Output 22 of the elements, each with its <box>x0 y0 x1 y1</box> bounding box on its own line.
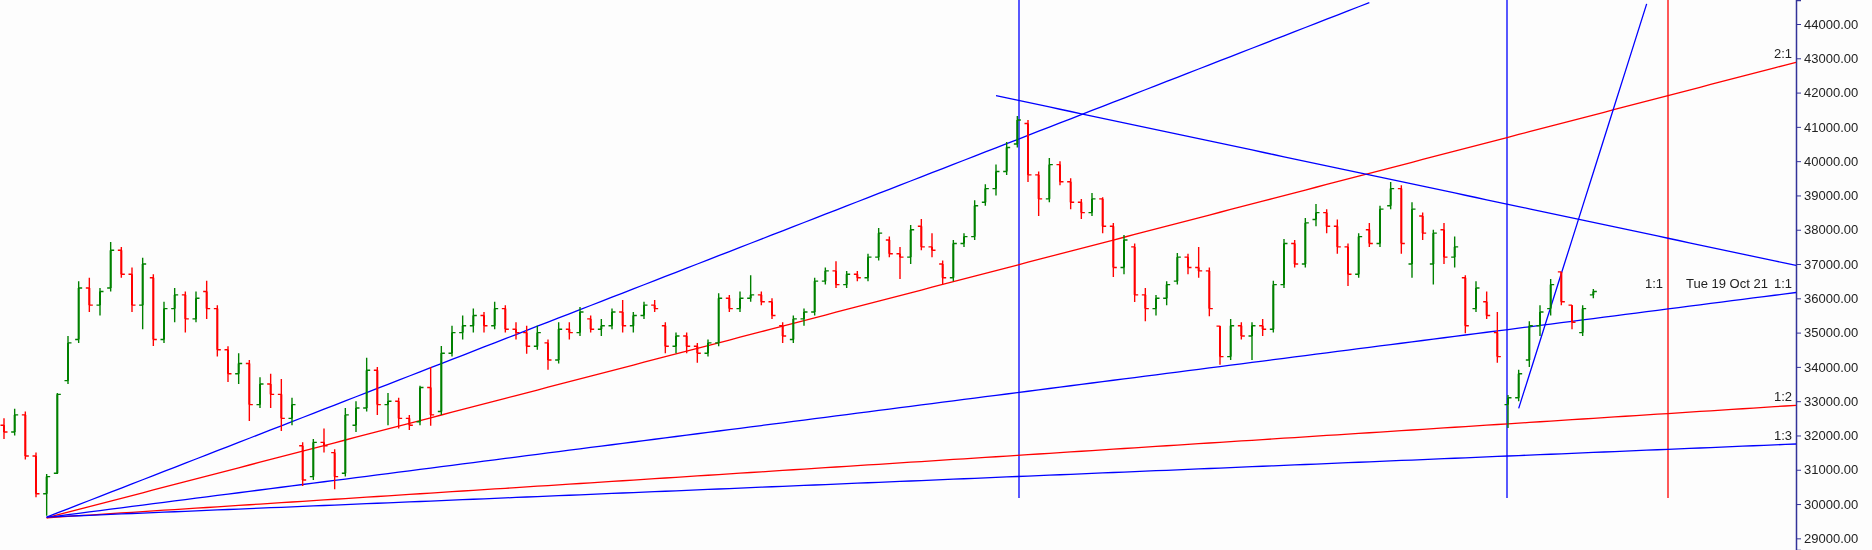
y-tick-label: 42000.00 <box>1804 85 1859 101</box>
y-tick-label: 37000.00 <box>1804 256 1859 272</box>
annotation: 1:1 <box>1773 276 1792 292</box>
y-tick-label: 31000.00 <box>1804 462 1859 478</box>
annotation: 1:3 <box>1773 427 1792 443</box>
y-tick-label: 41000.00 <box>1804 119 1859 135</box>
annotation: Tue 19 Oct 21 <box>1686 276 1768 292</box>
y-tick-label: 35000.00 <box>1804 325 1859 341</box>
annotation: 2:1 <box>1773 46 1792 62</box>
y-tick-label: 30000.00 <box>1804 496 1859 512</box>
y-tick-label: 34000.00 <box>1804 359 1859 375</box>
y-tick-label: 32000.00 <box>1804 428 1859 444</box>
y-tick-label: 39000.00 <box>1804 188 1859 204</box>
annotation: 1:2 <box>1773 389 1792 405</box>
annotation: 1:1 <box>1644 276 1663 292</box>
y-tick-label: 44000.00 <box>1804 16 1859 32</box>
y-tick-label: 43000.00 <box>1804 50 1859 66</box>
y-tick-label: 36000.00 <box>1804 290 1859 306</box>
y-tick-label: 33000.00 <box>1804 393 1859 409</box>
y-tick-label: 29000.00 <box>1804 531 1859 546</box>
y-tick-label: 40000.00 <box>1804 153 1859 169</box>
y-tick-label: 38000.00 <box>1804 222 1859 238</box>
